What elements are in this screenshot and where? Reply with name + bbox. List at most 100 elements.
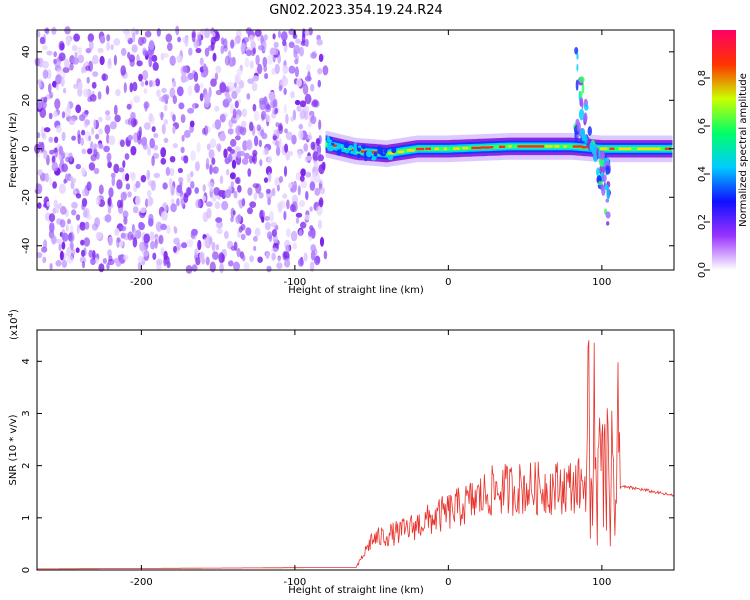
noise-speckle [264,221,271,231]
noise-speckle [240,120,247,128]
noise-speckle [52,181,57,189]
disturbance-mark [574,47,579,55]
noise-speckle [54,98,61,110]
noise-speckle [250,49,255,57]
noise-speckle [70,181,75,190]
noise-speckle [143,101,150,109]
noise-speckle [310,115,317,125]
heatmap-marks [34,25,673,274]
noise-speckle [143,88,148,94]
noise-speckle [56,68,63,75]
noise-speckle [124,32,131,41]
noise-speckle [265,188,271,194]
noise-speckle [48,213,56,223]
noise-speckle [146,189,152,198]
noise-speckle [236,86,241,94]
noise-speckle [113,104,118,116]
signal-blotch [373,152,378,157]
disturbance-mark [605,165,611,175]
disturbance-mark [598,181,603,186]
noise-speckle [98,128,103,135]
noise-speckle [310,250,316,261]
noise-speckle [59,219,66,228]
noise-speckle [92,71,99,77]
noise-speckle [66,246,72,258]
signal-blotch [353,142,357,149]
noise-speckle [203,125,209,136]
noise-speckle [216,143,222,151]
disturbance-mark [579,128,585,138]
noise-speckle [72,57,79,65]
y-tick-label: 20 [21,94,32,107]
noise-speckle [237,214,242,222]
noise-speckle [227,81,234,90]
y-tick-label: -40 [21,238,32,254]
noise-speckle [252,103,257,112]
noise-speckle [113,38,121,46]
noise-speckle [271,67,276,76]
noise-speckle [39,107,47,119]
noise-speckle [264,104,272,113]
noise-speckle [176,198,180,207]
disturbance-mark [587,126,592,136]
noise-speckle [148,218,154,227]
noise-speckle [241,108,247,118]
noise-speckle [114,114,121,123]
noise-speckle [128,117,132,126]
noise-speckle [67,102,70,113]
signal-blotch [366,150,373,158]
noise-speckle [93,167,100,175]
noise-speckle [272,33,276,40]
noise-speckle [92,250,96,260]
noise-speckle [190,171,194,178]
noise-speckle [105,110,111,116]
noise-speckle [304,75,312,82]
noise-speckle [283,251,290,259]
disturbance-mark [599,164,605,176]
noise-speckle [178,176,184,183]
noise-speckle [296,105,302,112]
noise-speckle [115,88,121,97]
noise-speckle [235,135,241,141]
noise-speckle [176,184,183,194]
noise-speckle [264,216,270,221]
noise-speckle [173,245,177,253]
noise-speckle [268,91,276,102]
noise-speckle [258,44,265,51]
noise-speckle [318,178,324,184]
noise-speckle [230,181,234,188]
noise-speckle [113,54,117,66]
noise-speckle [215,217,223,223]
noise-speckle [138,36,144,47]
noise-speckle [120,47,127,56]
x-tick-label: -200 [130,577,153,588]
line-panel: -200 -100 0 100 0 1 2 3 4 Height of straight lin… [7,309,675,596]
noise-speckle [149,138,155,149]
noise-speckle [299,200,305,208]
noise-speckle [300,221,307,229]
noise-speckle [209,261,216,273]
noise-speckle [297,150,303,159]
noise-speckle [45,172,49,183]
noise-speckle [106,262,110,270]
noise-speckle [249,201,257,209]
noise-speckle [291,134,297,145]
noise-speckle [98,143,104,149]
noise-speckle [95,133,100,140]
noise-speckle [266,55,273,65]
noise-speckle [249,121,254,132]
noise-speckle [123,82,127,93]
noise-speckle [155,78,161,87]
noise-speckle [190,150,196,161]
noise-speckle [305,155,313,161]
noise-speckle [42,256,47,264]
noise-speckle [61,241,66,250]
colorbar-tick-label: 0.6 [697,118,708,134]
noise-speckle [123,216,128,225]
noise-speckle [188,47,193,56]
noise-speckle [71,44,78,52]
noise-speckle [306,64,311,72]
noise-speckle [55,260,62,267]
noise-speckle [281,76,289,87]
signal-blotch [326,135,330,143]
